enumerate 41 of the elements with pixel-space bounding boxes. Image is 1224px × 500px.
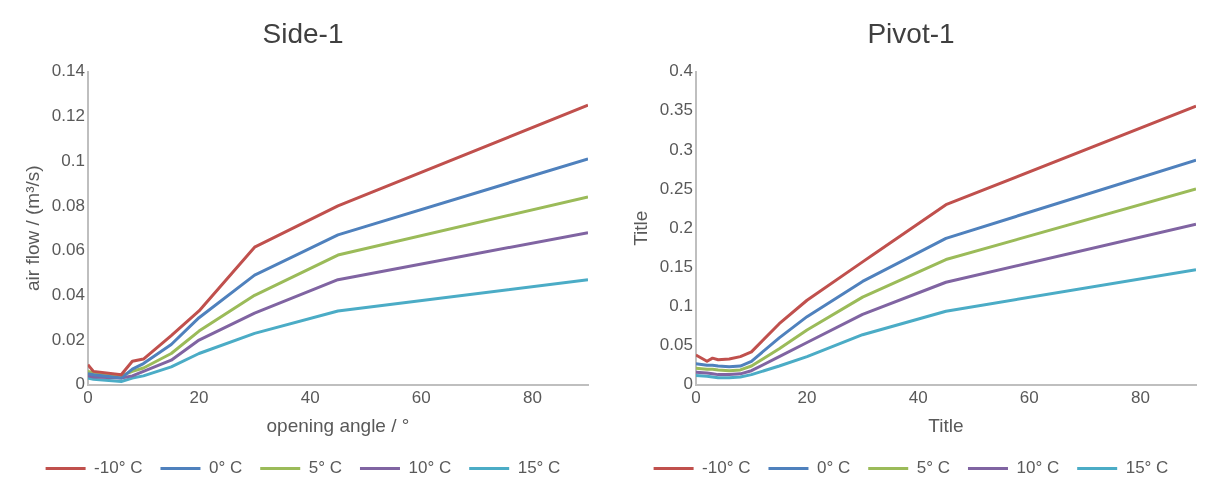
legend-label: 15° C <box>517 458 561 478</box>
x-tick-label: 80 <box>1130 387 1150 407</box>
y-tick-label: 0.3 <box>669 139 693 159</box>
x-axis-title: Title <box>928 414 964 436</box>
x-tick-label: 40 <box>908 387 928 407</box>
legend-label: 15° C <box>1125 458 1169 478</box>
legend-label: 0° C <box>816 458 851 478</box>
x-tick-label: 60 <box>1019 387 1039 407</box>
x-tick-label: 60 <box>411 387 431 407</box>
y-tick-label: 0 <box>683 374 693 394</box>
legend-label: 10° C <box>1016 458 1060 478</box>
x-tick-label: 20 <box>189 387 209 407</box>
y-tick-label: 0.25 <box>659 178 693 198</box>
y-axis-title: air flow / (m³/s) <box>21 165 43 291</box>
y-tick-label: 0.02 <box>51 329 85 349</box>
y-tick-label: 0.12 <box>51 106 85 126</box>
y-tick-label: 0.04 <box>51 285 85 304</box>
x-axis-title: opening angle / ° <box>266 414 410 436</box>
y-tick-label: 0.2 <box>669 217 693 237</box>
legend-label: 0° C <box>208 458 243 478</box>
chart-title: Pivot-1 <box>867 17 955 49</box>
x-tick-label: 20 <box>797 387 817 407</box>
y-tick-label: 0.05 <box>659 335 693 355</box>
x-tick-label: 40 <box>300 387 320 407</box>
y-tick-label: 0.4 <box>669 61 693 81</box>
y-tick-label: 0.1 <box>669 296 693 316</box>
chart-title: Side-1 <box>262 17 344 49</box>
y-tick-label: 0 <box>75 374 85 394</box>
y-tick-label: 0.08 <box>51 195 85 215</box>
legend-label: 5° C <box>308 458 342 478</box>
y-tick-label: 0.14 <box>51 61 85 81</box>
legend-label: -10° C <box>94 458 143 478</box>
y-axis-title: Title <box>629 210 651 246</box>
x-tick-label: 80 <box>522 387 542 407</box>
y-tick-label: 0.1 <box>61 150 85 170</box>
y-tick-label: 0.15 <box>659 257 693 277</box>
y-tick-label: 0.06 <box>51 240 85 260</box>
legend-label: 10° C <box>408 458 452 478</box>
y-tick-label: 0.35 <box>659 100 693 120</box>
legend-label: 5° C <box>916 458 950 478</box>
legend-label: -10° C <box>702 458 751 478</box>
